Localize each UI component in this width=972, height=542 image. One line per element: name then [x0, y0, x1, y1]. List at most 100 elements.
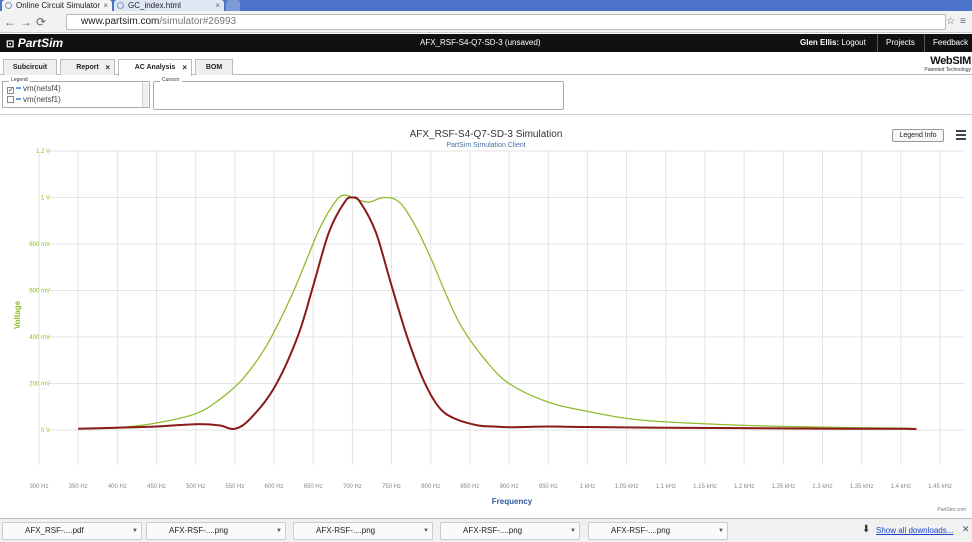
- close-tab-icon[interactable]: ×: [103, 1, 108, 10]
- x-tick-label: 650 Hz: [304, 484, 323, 490]
- legend-item[interactable]: vm(netsf1): [7, 95, 61, 105]
- legend-item[interactable]: ✓ vm(netsf4): [7, 84, 61, 94]
- y-tick-label: 1.2 V: [36, 149, 50, 155]
- back-arrow-icon[interactable]: ←: [4, 15, 16, 29]
- divider: [0, 114, 972, 115]
- series-swatch: [16, 98, 21, 100]
- x-tick-label: 1.35 kHz: [850, 484, 874, 490]
- tab-label: BOM: [205, 64, 223, 71]
- logo-text: PartSim: [17, 36, 64, 50]
- tab-report[interactable]: Report ×: [60, 59, 115, 75]
- download-label: AFX-RSF-....png: [316, 526, 376, 535]
- checkbox-checked-icon[interactable]: ✓: [7, 87, 14, 94]
- download-item[interactable]: AFX_RSF-....pdf ▼: [2, 522, 142, 540]
- legend-panel: Legend ✓ vm(netsf4) vm(netsf1): [2, 77, 150, 108]
- downloads-bar: AFX_RSF-....pdf ▼ AFX-RSF-....png ▼ AFX-RS…: [0, 518, 972, 542]
- download-item[interactable]: AFX-RSF-....png ▼: [588, 522, 728, 540]
- websim-brand: WebSIM Patented Technology: [915, 55, 971, 73]
- checkbox-unchecked-icon[interactable]: [7, 96, 14, 103]
- legend-item-label: vm(netsf4): [23, 84, 61, 93]
- logout-link[interactable]: Logout: [841, 38, 866, 47]
- download-label: AFX-RSF-....png: [169, 526, 229, 535]
- star-icon[interactable]: ☆: [946, 16, 955, 27]
- x-tick-label: 500 Hz: [186, 484, 205, 490]
- x-tick-label: 1.2 kHz: [734, 484, 754, 490]
- series-swatch: [16, 87, 21, 89]
- x-tick-label: 550 Hz: [225, 484, 244, 490]
- user-info: Glen Ellis: Logout: [800, 34, 866, 52]
- chevron-down-icon[interactable]: ▼: [423, 528, 429, 534]
- download-item[interactable]: AFX-RSF-....png ▼: [146, 522, 286, 540]
- browser-tab-bar: Online Circuit Simulator × GC_index.html…: [0, 0, 972, 11]
- x-tick-label: 1.1 kHz: [656, 484, 676, 490]
- url-path: /simulator#26993: [159, 16, 237, 27]
- chevron-down-icon[interactable]: ▼: [276, 528, 282, 534]
- cursors-panel[interactable]: Cursors: [153, 77, 564, 110]
- chart-subtitle: PartSim Simulation Client: [446, 142, 525, 149]
- browser-tab-simulator[interactable]: Online Circuit Simulator ×: [2, 0, 112, 11]
- cursors-caption: Cursors: [160, 77, 182, 83]
- x-tick-label: 1.15 kHz: [693, 484, 717, 490]
- y-tick-label: 400 mV: [29, 335, 50, 341]
- browser-tab-label: Online Circuit Simulator: [16, 1, 101, 10]
- chart-ticks: 300 Hz 350 Hz 400 Hz 450 Hz 500 Hz 550 Hz 600 …: [29, 149, 952, 490]
- address-bar[interactable]: www.partsim.com/simulator#26993: [66, 14, 946, 30]
- chart-svg: 300 Hz 350 Hz 400 Hz 450 Hz 500 Hz 550 Hz 600 …: [13, 129, 966, 513]
- download-icon: ⬇: [862, 524, 871, 535]
- show-all-downloads-link[interactable]: Show all downloads...: [876, 526, 954, 535]
- favicon-icon: [117, 2, 124, 9]
- browser-tab-label: GC_index.html: [128, 1, 181, 10]
- browser-toolbar: ← → ⟳ www.partsim.com/simulator#26993 ☆ …: [0, 11, 972, 33]
- menu-icon[interactable]: ≡: [960, 16, 966, 27]
- legend-caption: Legend: [9, 77, 30, 83]
- y-tick-label: 800 mV: [29, 242, 50, 248]
- download-item[interactable]: AFX-RSF-....png ▼: [440, 522, 580, 540]
- close-icon[interactable]: ×: [182, 63, 187, 72]
- x-tick-label: 850 Hz: [460, 484, 479, 490]
- y-tick-label: 0 V: [41, 428, 50, 434]
- x-axis-label: Frequency: [492, 497, 533, 506]
- x-tick-label: 700 Hz: [343, 484, 362, 490]
- tab-bom[interactable]: BOM: [195, 59, 233, 75]
- chevron-down-icon[interactable]: ▼: [570, 528, 576, 534]
- x-tick-label: 1 kHz: [580, 484, 595, 490]
- projects-button[interactable]: Projects: [877, 34, 923, 52]
- forward-arrow-icon[interactable]: →: [20, 15, 32, 29]
- x-tick-label: 1.45 kHz: [928, 484, 952, 490]
- y-tick-label: 600 mV: [29, 289, 50, 295]
- reload-icon[interactable]: ⟳: [36, 15, 47, 29]
- favicon-icon: [5, 2, 12, 9]
- x-tick-label: 450 Hz: [147, 484, 166, 490]
- chevron-down-icon[interactable]: ▼: [132, 528, 138, 534]
- chart-area: 300 Hz 350 Hz 400 Hz 450 Hz 500 Hz 550 Hz 600 …: [0, 115, 972, 518]
- download-label: AFX-RSF-....png: [611, 526, 671, 535]
- chart-credit: PartSim.com: [937, 507, 966, 513]
- chevron-down-icon[interactable]: ▼: [718, 528, 724, 534]
- series-line: [78, 194, 917, 430]
- chart-menu-icon[interactable]: [956, 130, 966, 140]
- y-tick-label: 1 V: [41, 196, 50, 202]
- download-label: AFX-RSF-....png: [463, 526, 523, 535]
- close-icon[interactable]: ✕: [962, 524, 970, 534]
- legend-scrollbar[interactable]: [142, 83, 148, 107]
- tab-ac-analysis[interactable]: AC Analysis ×: [118, 59, 192, 76]
- close-tab-icon[interactable]: ×: [215, 1, 220, 10]
- chart-grid: [38, 150, 965, 465]
- download-label: AFX_RSF-....pdf: [25, 526, 84, 535]
- download-item[interactable]: AFX-RSF-....png ▼: [293, 522, 433, 540]
- legend-info-button[interactable]: Legend Info: [892, 129, 944, 142]
- tab-subcircuit[interactable]: Subcircuit: [3, 59, 57, 75]
- x-tick-label: 400 Hz: [108, 484, 127, 490]
- browser-tab-gc-index[interactable]: GC_index.html ×: [114, 0, 224, 11]
- new-tab-button[interactable]: [226, 0, 240, 11]
- feedback-button[interactable]: Feedback: [924, 34, 972, 52]
- close-icon[interactable]: ×: [105, 63, 110, 72]
- tab-label: Subcircuit: [12, 64, 48, 71]
- x-tick-label: 950 Hz: [539, 484, 558, 490]
- x-tick-label: 600 Hz: [265, 484, 284, 490]
- project-title: AFX_RSF-S4-Q7-SD-3 (unsaved): [420, 38, 541, 47]
- analysis-tabs: Subcircuit Report × AC Analysis × BOM: [0, 52, 972, 76]
- user-name: Glen Ellis:: [800, 38, 840, 47]
- partsim-logo[interactable]: ⊡ PartSim: [6, 34, 63, 54]
- tab-label: Report: [76, 64, 99, 71]
